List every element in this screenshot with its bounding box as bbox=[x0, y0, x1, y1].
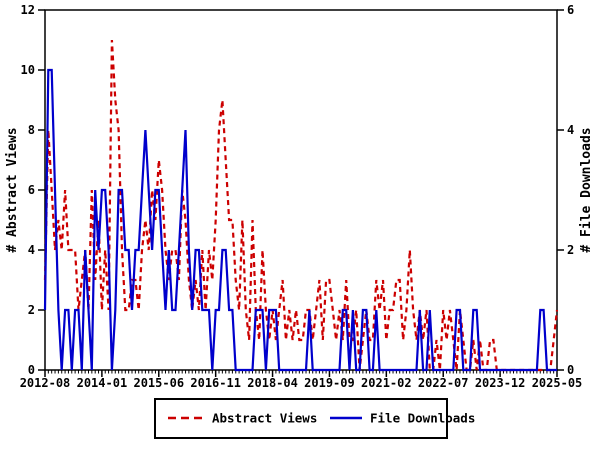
series-line-file-downloads bbox=[43, 68, 557, 372]
y-right-tick-label: 2 bbox=[567, 243, 574, 257]
y-right-axis-title: # File Downloads bbox=[579, 127, 594, 252]
y-right-tick-label: 4 bbox=[567, 123, 574, 137]
y-right-tick-label: 6 bbox=[567, 3, 574, 17]
x-axis-tick-label: 2021-02 bbox=[361, 376, 412, 390]
y-left-tick-label: 8 bbox=[28, 123, 35, 137]
y-left-tick-label: 4 bbox=[28, 243, 35, 257]
y-left-tick-label: 10 bbox=[21, 63, 35, 77]
x-axis-tick-label: 2012-08 bbox=[20, 376, 71, 390]
x-axis-tick-label: 2023-12 bbox=[475, 376, 526, 390]
x-axis-tick-label: 2015-06 bbox=[133, 376, 184, 390]
y-left-axis-title: # Abstract Views bbox=[5, 127, 20, 252]
legend-label-abstract-views: Abstract Views bbox=[212, 411, 317, 426]
x-axis-tick-label: 2018-04 bbox=[247, 376, 298, 390]
x-axis-tick-label: 2014-01 bbox=[77, 376, 128, 390]
y-left-tick-label: 6 bbox=[28, 183, 35, 197]
legend-box bbox=[154, 398, 448, 439]
y-left-tick-label: 12 bbox=[21, 3, 35, 17]
y-left-tick-label: 0 bbox=[28, 363, 35, 377]
y-left-tick-label: 2 bbox=[28, 303, 35, 317]
x-axis-tick-label: 2019-09 bbox=[304, 376, 355, 390]
x-axis-tick-label: 2025-05 bbox=[532, 376, 583, 390]
x-axis-tick-label: 2022-07 bbox=[418, 376, 469, 390]
y-right-tick-label: 0 bbox=[567, 363, 574, 377]
legend-label-file-downloads: File Downloads bbox=[370, 411, 475, 426]
x-axis-tick-label: 2016-11 bbox=[190, 376, 241, 390]
